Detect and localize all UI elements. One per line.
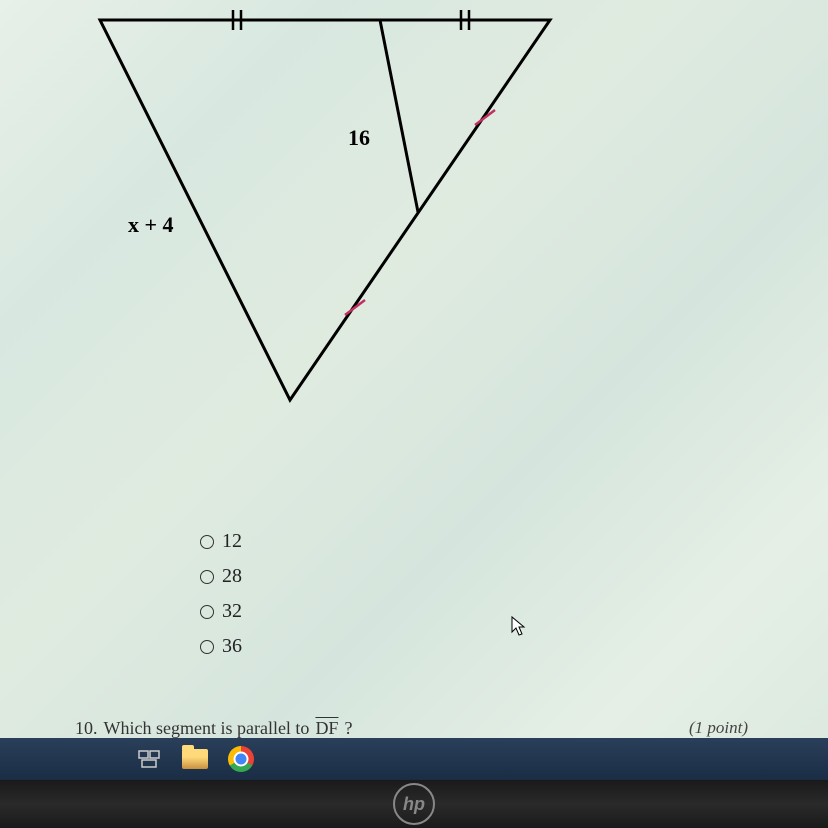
taskview-icon[interactable]: [130, 740, 168, 778]
option-b[interactable]: 28: [200, 565, 242, 588]
option-text: 12: [222, 530, 242, 553]
radio-icon: [200, 535, 214, 549]
triangle-diagram: 16 x + 4: [60, 0, 580, 420]
question-10: 10. Which segment is parallel to DF ?: [75, 718, 352, 739]
point-value: (1 point): [689, 718, 748, 738]
option-d[interactable]: 36: [200, 635, 242, 658]
question-text-after: ?: [344, 718, 352, 739]
option-a[interactable]: 12: [200, 530, 242, 553]
page-content: 16 x + 4 12 28 32 36 10. Which segment i…: [0, 0, 828, 828]
option-text: 36: [222, 635, 242, 658]
segment-df: DF: [315, 718, 338, 739]
option-c[interactable]: 32: [200, 600, 242, 623]
option-text: 32: [222, 600, 242, 623]
hp-logo: hp: [393, 783, 435, 825]
label-midsegment: 16: [348, 125, 370, 151]
chrome-icon[interactable]: [222, 740, 260, 778]
question-text-before: Which segment is parallel to: [104, 718, 310, 739]
radio-icon: [200, 605, 214, 619]
answer-options: 12 28 32 36: [200, 530, 242, 670]
laptop-bezel: hp: [0, 780, 828, 828]
taskbar: [0, 738, 828, 780]
radio-icon: [200, 570, 214, 584]
question-number: 10.: [75, 718, 98, 739]
radio-icon: [200, 640, 214, 654]
option-text: 28: [222, 565, 242, 588]
cursor-icon: [510, 615, 528, 642]
label-side: x + 4: [128, 212, 174, 238]
file-explorer-icon[interactable]: [176, 740, 214, 778]
